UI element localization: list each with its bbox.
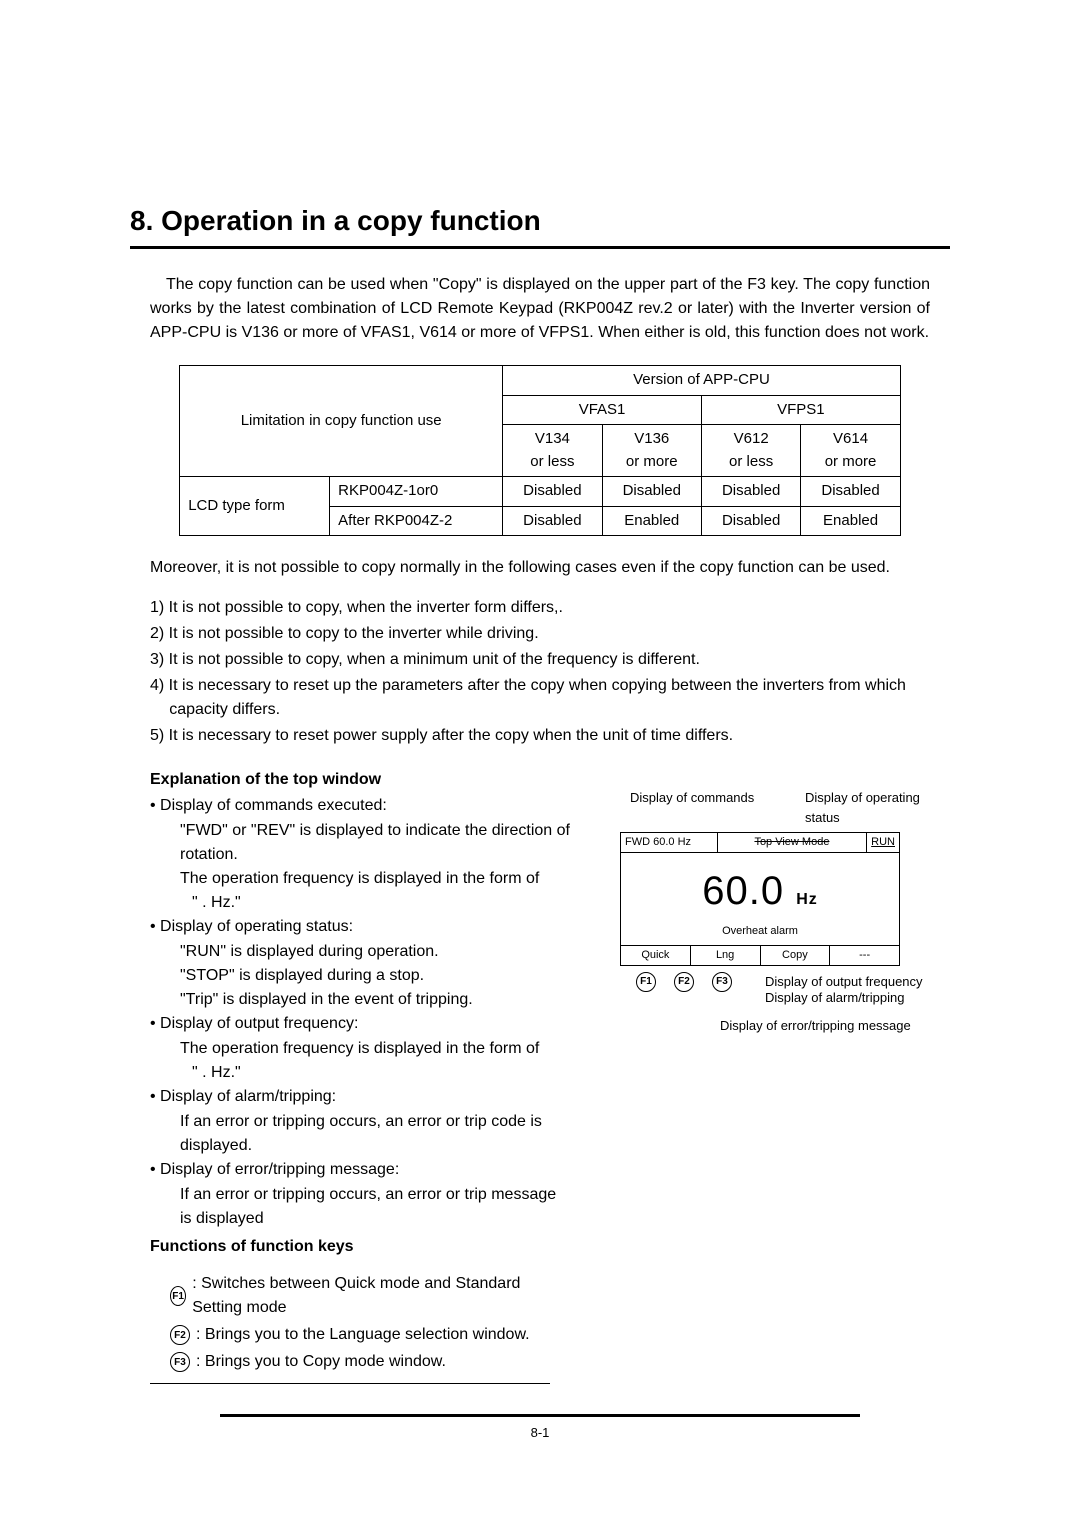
funckey-row: F2 : Brings you to the Language selectio… (170, 1323, 530, 1347)
item-line: "FWD" or "REV" is displayed to indicate … (140, 819, 570, 867)
f2-key-icon: F2 (674, 972, 694, 992)
cell-0-2: Disabled (701, 477, 800, 507)
lcd-fn-copy: Copy (761, 946, 831, 965)
numbered-list: 1) It is not possible to copy, when the … (130, 596, 950, 748)
list-item: 3) It is not possible to copy, when a mi… (150, 648, 930, 672)
lcd-alarm: Overheat alarm (621, 923, 899, 946)
f1-icon: F1 (170, 1286, 186, 1306)
lcd-fn-lng: Lng (691, 946, 761, 965)
item-line: The operation frequency is displayed in … (140, 867, 570, 891)
label-alarmtrip: Display of alarm/tripping (765, 988, 904, 1008)
cell-0-3: Disabled (801, 477, 900, 507)
footer-rule (220, 1414, 860, 1417)
item-line: "Trip" is displayed in the event of trip… (140, 988, 570, 1012)
label-errmsg: Display of error/tripping message (720, 1016, 911, 1036)
item-line: " . Hz." (140, 1061, 570, 1085)
group-vfas1: VFAS1 (503, 395, 702, 425)
lcd-diagram: Display of commands Display of operating… (580, 794, 940, 1231)
table-header-top: Version of APP-CPU (503, 366, 901, 396)
lcd-freq-value: 60.0 (702, 869, 784, 913)
cell-0-1: Disabled (602, 477, 701, 507)
list-item: 5) It is necessary to reset power supply… (150, 724, 930, 748)
lcd-fn-quick: Quick (621, 946, 691, 965)
funckey-row: F1 : Switches between Quick mode and Sta… (170, 1272, 530, 1320)
col-v612: V612or less (701, 425, 800, 477)
funckey-text: : Brings you to the Language selection w… (196, 1323, 530, 1347)
section-title: 8. Operation in a copy function (130, 200, 950, 249)
f1-key-icon: F1 (636, 972, 656, 992)
lcd-frequency: 60.0 Hz (621, 853, 899, 923)
funckey-text: : Switches between Quick mode and Standa… (192, 1272, 530, 1320)
item-line: "RUN" is displayed during operation. (140, 940, 570, 964)
form-1: After RKP004Z-2 (330, 506, 503, 536)
form-0: RKP004Z-1or0 (330, 477, 503, 507)
f2-icon: F2 (170, 1325, 190, 1345)
cell-1-2: Disabled (701, 506, 800, 536)
label-opstatus: Display of operating status (805, 788, 940, 827)
lcd-top-left: FWD 60.0 Hz (621, 833, 718, 852)
item-commands: • Display of commands executed: (140, 794, 570, 818)
function-keys-block: F1 : Switches between Quick mode and Sta… (150, 1265, 550, 1384)
list-item: 4) It is necessary to reset up the param… (150, 674, 930, 722)
col-v614: V614or more (801, 425, 900, 477)
lcd-top-right: RUN (867, 833, 899, 852)
item-errmsg: • Display of error/tripping message: (140, 1158, 570, 1182)
item-line: "STOP" is displayed during a stop. (140, 964, 570, 988)
cell-1-1: Enabled (602, 506, 701, 536)
funckey-row: F3 : Brings you to Copy mode window. (170, 1350, 530, 1374)
lcd-freq-unit: Hz (796, 891, 818, 908)
funckeys-heading: Functions of function keys (130, 1235, 950, 1259)
group-vfps1: VFPS1 (701, 395, 900, 425)
lcd-fn-blank: --- (830, 946, 899, 965)
cell-0-0: Disabled (503, 477, 602, 507)
intro-paragraph: The copy function can be used when "Copy… (130, 273, 950, 345)
item-line: If an error or tripping occurs, an error… (140, 1110, 570, 1158)
list-item: 1) It is not possible to copy, when the … (150, 596, 930, 620)
item-line: " . Hz." (140, 891, 570, 915)
explanation-text: • Display of commands executed: "FWD" or… (140, 794, 570, 1231)
label-commands: Display of commands (630, 788, 754, 808)
cell-1-0: Disabled (503, 506, 602, 536)
compatibility-table: Limitation in copy function use Version … (179, 365, 901, 536)
lcd-screen: FWD 60.0 Hz Top View Mode RUN 60.0 Hz Ov… (620, 832, 900, 966)
f3-icon: F3 (170, 1352, 190, 1372)
item-alarm: • Display of alarm/tripping: (140, 1085, 570, 1109)
item-opstatus: • Display of operating status: (140, 915, 570, 939)
list-item: 2) It is not possible to copy to the inv… (150, 622, 930, 646)
cell-1-3: Enabled (801, 506, 900, 536)
item-outputfreq: • Display of output frequency: (140, 1012, 570, 1036)
col-v134: V134or less (503, 425, 602, 477)
f3-key-icon: F3 (712, 972, 732, 992)
funckey-text: : Brings you to Copy mode window. (196, 1350, 446, 1374)
page-number: 8-1 (130, 1423, 950, 1443)
moreover-paragraph: Moreover, it is not possible to copy nor… (130, 556, 950, 580)
lcd-top-mid: Top View Mode (718, 833, 867, 852)
item-line: The operation frequency is displayed in … (140, 1037, 570, 1061)
row-label: LCD type form (180, 477, 330, 536)
limit-label: Limitation in copy function use (180, 366, 503, 477)
item-line: If an error or tripping occurs, an error… (140, 1183, 570, 1231)
col-v136: V136or more (602, 425, 701, 477)
